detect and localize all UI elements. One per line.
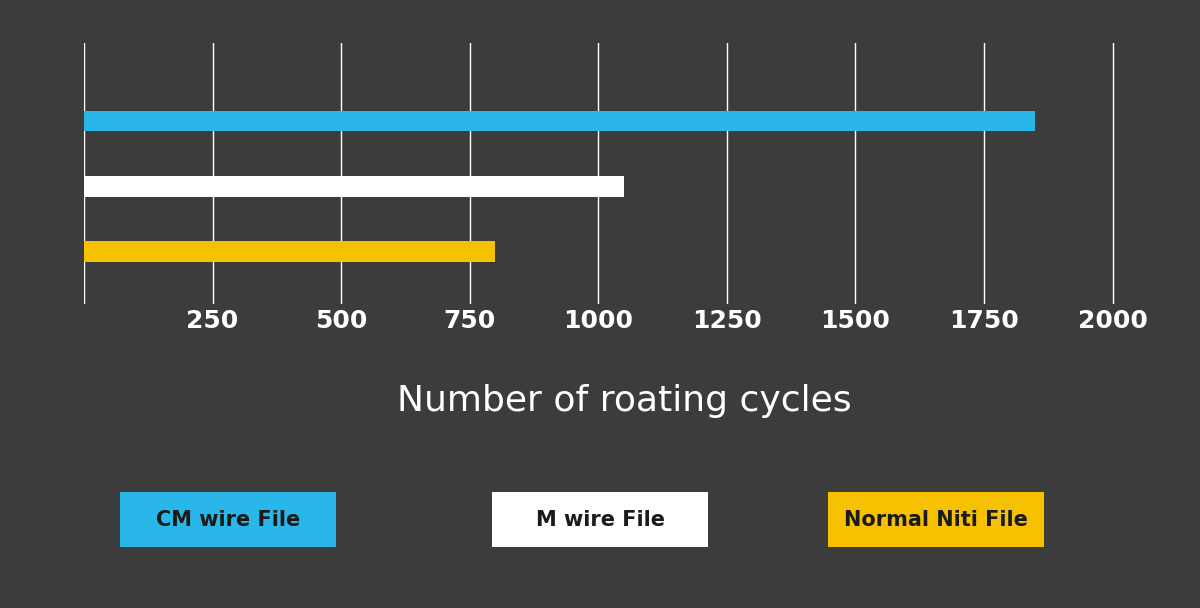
Bar <box>84 241 496 262</box>
Text: Normal Niti File: Normal Niti File <box>844 510 1028 530</box>
Bar <box>84 111 1036 131</box>
Bar <box>84 176 624 197</box>
Text: M wire File: M wire File <box>535 510 665 530</box>
Text: Number of roating cycles: Number of roating cycles <box>397 384 851 418</box>
Text: CM wire File: CM wire File <box>156 510 300 530</box>
